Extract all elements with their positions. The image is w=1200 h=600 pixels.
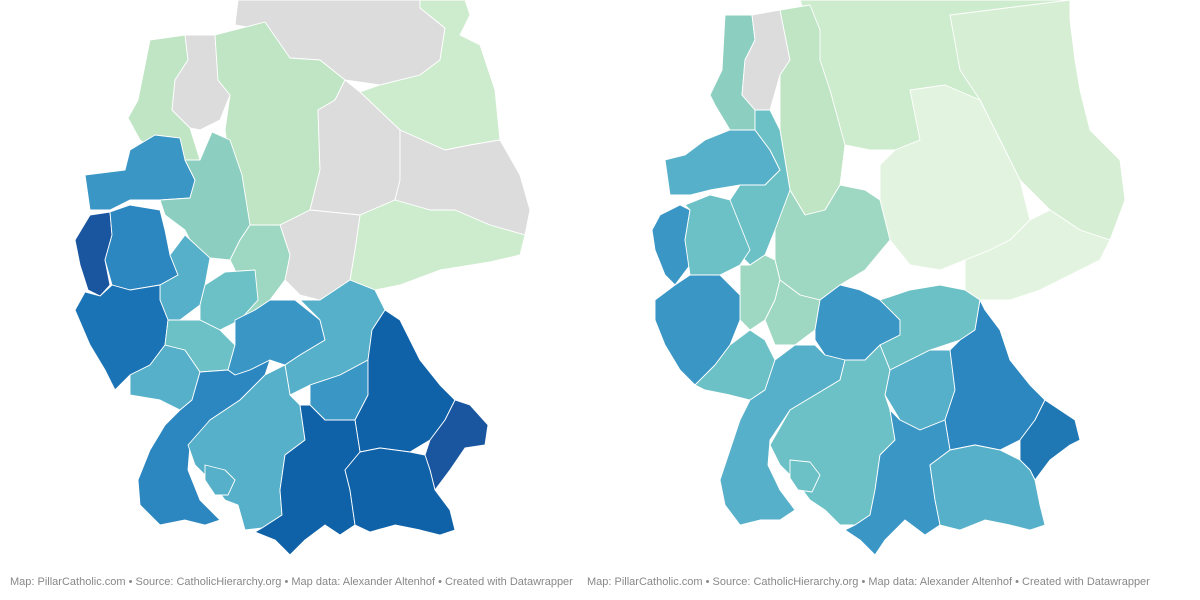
choropleth-map-left bbox=[74, 0, 531, 556]
region-fulda[interactable] bbox=[774, 184, 891, 301]
region-muenchen[interactable] bbox=[344, 447, 456, 536]
region-freiburg[interactable] bbox=[137, 359, 271, 526]
map-panel-right: Map: PillarCatholic.com • Source: Cathol… bbox=[580, 0, 1200, 600]
region-freiburg[interactable] bbox=[719, 344, 846, 526]
region-bamberg[interactable] bbox=[879, 284, 981, 371]
region-passau[interactable] bbox=[1019, 399, 1081, 481]
region-augsburg[interactable] bbox=[254, 404, 361, 556]
map-panel-left: Map: PillarCatholic.com • Source: Cathol… bbox=[0, 0, 590, 600]
region-aachen[interactable] bbox=[651, 204, 691, 286]
region-passau[interactable] bbox=[424, 399, 489, 491]
region-muenchen[interactable] bbox=[929, 444, 1046, 531]
map-credit-footer-right: Map: PillarCatholic.com • Source: Cathol… bbox=[587, 576, 1150, 588]
region-enclave[interactable] bbox=[789, 459, 821, 493]
choropleth-map-right bbox=[651, 0, 1126, 556]
region-augsburg[interactable] bbox=[844, 409, 951, 556]
region-enclave[interactable] bbox=[204, 464, 236, 496]
region-paderborn[interactable] bbox=[159, 131, 251, 261]
region-koeln[interactable] bbox=[104, 204, 179, 291]
map-credit-footer-left: Map: PillarCatholic.com • Source: Cathol… bbox=[10, 576, 573, 588]
